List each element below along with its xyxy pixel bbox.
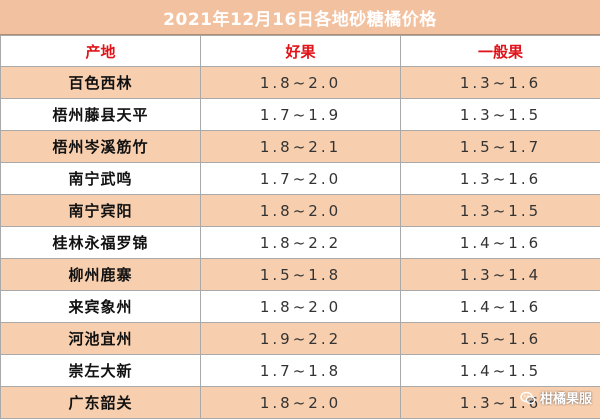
origin-cell: 梧州藤县天平 bbox=[0, 98, 201, 131]
price-table: 产地 好果 一般果 百色西林 1.8~2.0 1.3~1.6 梧州藤县天平 1.7~1.… bbox=[0, 35, 600, 419]
origin-cell: 梧州岑溪筋竹 bbox=[0, 130, 201, 163]
header-normal-fruit: 一般果 bbox=[400, 35, 600, 67]
normal-fruit-price-cell: 1.4~1.5 bbox=[400, 354, 600, 387]
table-row: 梧州岑溪筋竹 1.8~2.1 1.5~1.7 bbox=[0, 130, 600, 163]
origin-cell: 百色西林 bbox=[0, 66, 201, 99]
normal-fruit-price-cell: 1.5~1.6 bbox=[400, 322, 600, 355]
table-row: 百色西林 1.8~2.0 1.3~1.6 bbox=[0, 66, 600, 99]
good-fruit-price-cell: 1.7~1.9 bbox=[200, 98, 401, 131]
good-fruit-price-cell: 1.7~2.0 bbox=[200, 162, 401, 195]
origin-cell: 南宁宾阳 bbox=[0, 194, 201, 227]
watermark: 柑橘果服 bbox=[520, 388, 592, 407]
watermark-text: 柑橘果服 bbox=[539, 392, 592, 407]
table-row: 广东韶关 1.8~2.0 1.3~1.6 bbox=[0, 386, 600, 419]
table-row: 南宁宾阳 1.8~2.0 1.3~1.5 bbox=[0, 194, 600, 227]
header-origin: 产地 bbox=[0, 35, 201, 67]
wechat-icon bbox=[520, 391, 536, 404]
header-good-fruit: 好果 bbox=[200, 35, 401, 67]
table-row: 柳州鹿寨 1.5~1.8 1.3~1.4 bbox=[0, 258, 600, 291]
table-row: 南宁武鸣 1.7~2.0 1.3~1.6 bbox=[0, 162, 600, 195]
table-row: 崇左大新 1.7~1.8 1.4~1.5 bbox=[0, 354, 600, 387]
origin-cell: 来宾象州 bbox=[0, 290, 201, 323]
normal-fruit-price-cell: 1.3~1.4 bbox=[400, 258, 600, 291]
origin-cell: 崇左大新 bbox=[0, 354, 201, 387]
good-fruit-price-cell: 1.8~2.2 bbox=[200, 226, 401, 259]
origin-cell: 柳州鹿寨 bbox=[0, 258, 201, 291]
origin-cell: 广东韶关 bbox=[0, 386, 201, 419]
normal-fruit-price-cell: 1.5~1.7 bbox=[400, 130, 600, 163]
normal-fruit-price-cell: 1.3~1.5 bbox=[400, 98, 600, 131]
normal-fruit-price-cell: 1.3~1.5 bbox=[400, 194, 600, 227]
normal-fruit-price-cell: 1.4~1.6 bbox=[400, 226, 600, 259]
origin-cell: 桂林永福罗锦 bbox=[0, 226, 201, 259]
good-fruit-price-cell: 1.7~1.8 bbox=[200, 354, 401, 387]
good-fruit-price-cell: 1.9~2.2 bbox=[200, 322, 401, 355]
good-fruit-price-cell: 1.8~2.0 bbox=[200, 386, 401, 419]
table-row: 梧州藤县天平 1.7~1.9 1.3~1.5 bbox=[0, 98, 600, 131]
normal-fruit-price-cell: 1.3~1.6 bbox=[400, 162, 600, 195]
normal-fruit-price-cell: 1.3~1.6 bbox=[400, 66, 600, 99]
good-fruit-price-cell: 1.8~2.0 bbox=[200, 194, 401, 227]
normal-fruit-price-cell: 1.4~1.6 bbox=[400, 290, 600, 323]
good-fruit-price-cell: 1.8~2.1 bbox=[200, 130, 401, 163]
table-row: 河池宜州 1.9~2.2 1.5~1.6 bbox=[0, 322, 600, 355]
table-title: 2021年12月16日各地砂糖橘价格 bbox=[0, 0, 600, 35]
good-fruit-price-cell: 1.8~2.0 bbox=[200, 290, 401, 323]
good-fruit-price-cell: 1.5~1.8 bbox=[200, 258, 401, 291]
origin-cell: 河池宜州 bbox=[0, 322, 201, 355]
normal-fruit-price-cell: 1.3~1.6 bbox=[400, 386, 600, 419]
table-row: 桂林永福罗锦 1.8~2.2 1.4~1.6 bbox=[0, 226, 600, 259]
good-fruit-price-cell: 1.8~2.0 bbox=[200, 66, 401, 99]
table-header-row: 产地 好果 一般果 bbox=[0, 35, 600, 67]
table-row: 来宾象州 1.8~2.0 1.4~1.6 bbox=[0, 290, 600, 323]
origin-cell: 南宁武鸣 bbox=[0, 162, 201, 195]
